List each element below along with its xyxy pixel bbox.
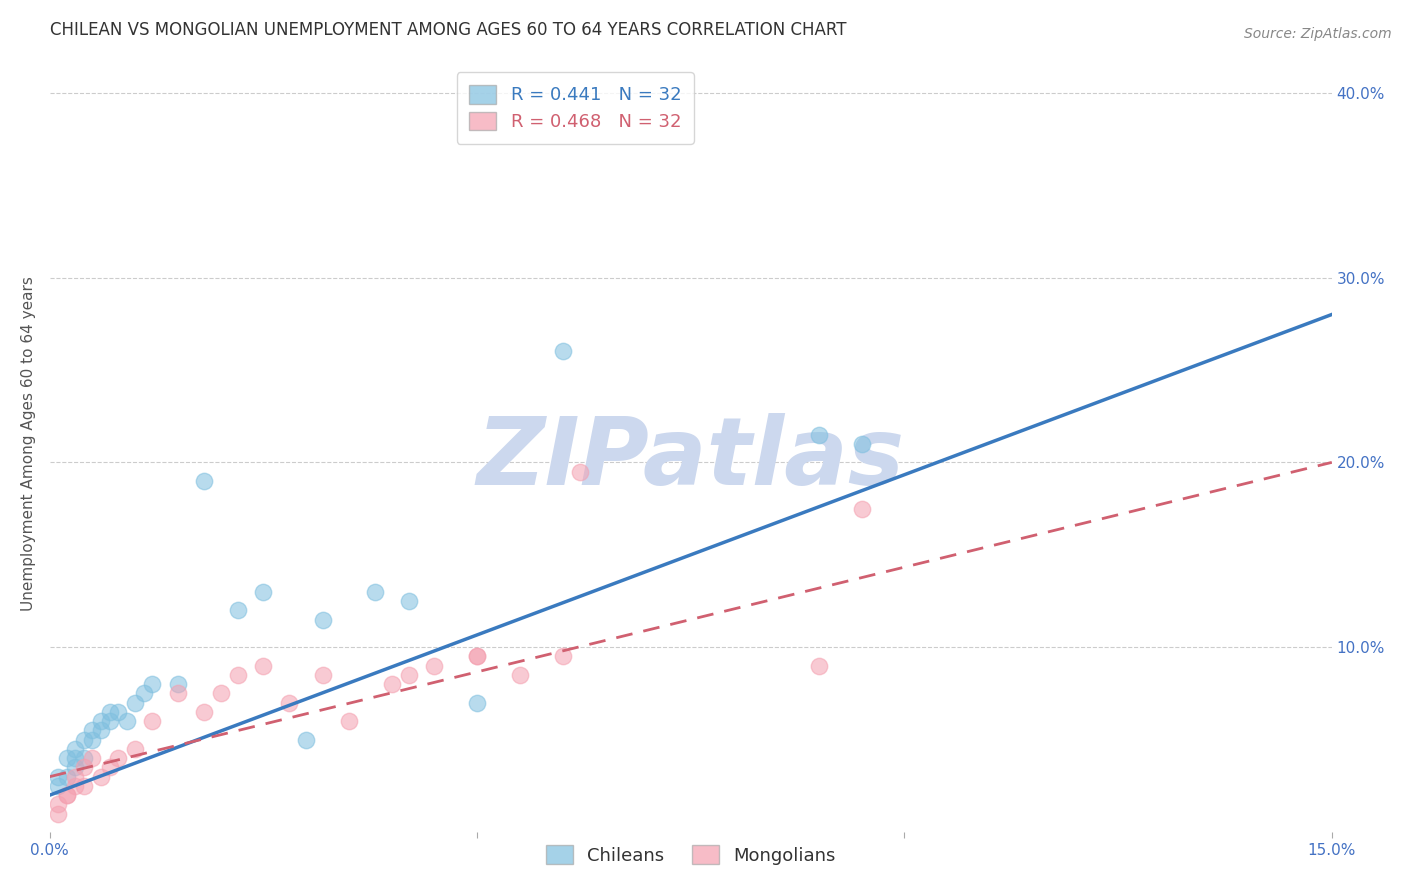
- Point: [252, 584, 274, 599]
- Text: Source: ZipAtlas.com: Source: ZipAtlas.com: [1244, 27, 1392, 41]
- Point: [226, 603, 249, 617]
- Point: [73, 751, 96, 765]
- Point: [209, 686, 232, 700]
- Point: [65, 760, 87, 774]
- Point: [337, 714, 360, 729]
- Point: [56, 788, 79, 802]
- Point: [56, 751, 79, 765]
- Point: [568, 465, 591, 479]
- Point: [90, 770, 112, 784]
- Point: [65, 742, 87, 756]
- Point: [851, 437, 873, 451]
- Point: [82, 732, 104, 747]
- Point: [226, 668, 249, 682]
- Point: [82, 751, 104, 765]
- Point: [73, 760, 96, 774]
- Point: [398, 594, 420, 608]
- Point: [73, 779, 96, 793]
- Point: [551, 344, 574, 359]
- Point: [90, 723, 112, 738]
- Point: [363, 584, 385, 599]
- Point: [98, 760, 121, 774]
- Point: [46, 797, 69, 812]
- Y-axis label: Unemployment Among Ages 60 to 64 years: Unemployment Among Ages 60 to 64 years: [21, 277, 35, 611]
- Point: [465, 696, 488, 710]
- Point: [851, 501, 873, 516]
- Point: [381, 677, 404, 691]
- Point: [65, 751, 87, 765]
- Point: [132, 686, 155, 700]
- Text: CHILEAN VS MONGOLIAN UNEMPLOYMENT AMONG AGES 60 TO 64 YEARS CORRELATION CHART: CHILEAN VS MONGOLIAN UNEMPLOYMENT AMONG …: [49, 21, 846, 39]
- Point: [312, 668, 335, 682]
- Point: [90, 714, 112, 729]
- Point: [465, 649, 488, 664]
- Point: [465, 649, 488, 664]
- Text: ZIPatlas: ZIPatlas: [477, 413, 905, 506]
- Point: [46, 779, 69, 793]
- Point: [98, 714, 121, 729]
- Point: [98, 705, 121, 719]
- Point: [107, 705, 129, 719]
- Point: [56, 788, 79, 802]
- Point: [82, 723, 104, 738]
- Point: [295, 732, 318, 747]
- Point: [107, 751, 129, 765]
- Point: [73, 732, 96, 747]
- Point: [115, 714, 138, 729]
- Point: [509, 668, 531, 682]
- Point: [423, 658, 446, 673]
- Point: [124, 742, 146, 756]
- Point: [56, 770, 79, 784]
- Point: [167, 686, 190, 700]
- Point: [65, 770, 87, 784]
- Point: [46, 770, 69, 784]
- Point: [807, 658, 830, 673]
- Point: [124, 696, 146, 710]
- Point: [252, 658, 274, 673]
- Point: [551, 649, 574, 664]
- Point: [65, 779, 87, 793]
- Point: [46, 806, 69, 821]
- Point: [141, 677, 163, 691]
- Point: [312, 613, 335, 627]
- Point: [193, 474, 215, 488]
- Point: [167, 677, 190, 691]
- Legend: Chileans, Mongolians: Chileans, Mongolians: [533, 833, 848, 878]
- Point: [807, 427, 830, 442]
- Point: [398, 668, 420, 682]
- Point: [278, 696, 301, 710]
- Point: [193, 705, 215, 719]
- Point: [141, 714, 163, 729]
